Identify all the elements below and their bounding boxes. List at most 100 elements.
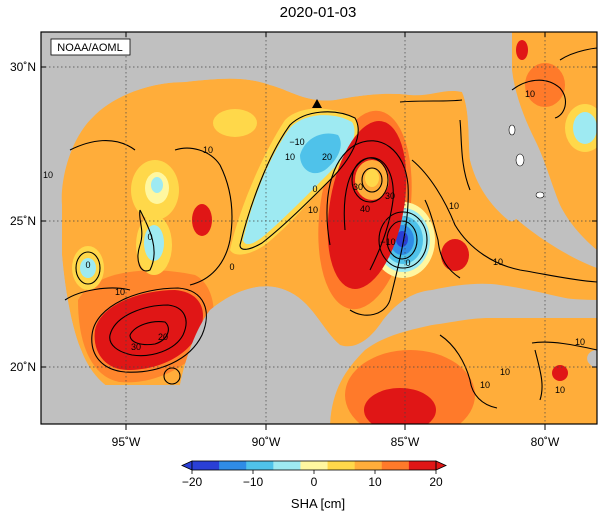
y-tick-label: 20˚N: [10, 360, 36, 374]
colorbar: −20 −10 0 10 20: [181, 460, 447, 489]
x-tick-label: 85˚W: [391, 435, 420, 449]
contour-cyclone: [378, 211, 428, 269]
contour-central: [174, 147, 233, 286]
colorbar-swatch: [246, 461, 274, 470]
map-title: 2020-01-03: [280, 4, 357, 21]
contour-east-10: [411, 159, 597, 283]
contour-label: 0: [147, 232, 152, 242]
atlantic-warm-small: [516, 40, 528, 60]
islands: [508, 124, 545, 199]
x-tick-label: 80˚W: [531, 435, 560, 449]
contour-label: 10: [449, 201, 459, 211]
contour-label: 0: [229, 262, 234, 272]
colorbar-arrow-left: [181, 460, 193, 471]
warm-eddy-west-central: [192, 204, 212, 236]
contour-0-west: [137, 209, 155, 272]
x-tick-label: 90˚W: [252, 435, 281, 449]
loop-eddy-outer: [327, 121, 407, 289]
colorbar-swatch: [192, 461, 220, 470]
warm-eddy-yucatan: [441, 239, 469, 271]
contour-label: 10: [43, 170, 53, 180]
island-bahamas-1: [515, 153, 525, 167]
contour-north-bend: [399, 99, 463, 103]
contour-south-eddy-2: [109, 304, 187, 357]
colorbar-tick-label: 20: [429, 475, 443, 489]
contour-label: 30: [385, 191, 395, 201]
contour-label: 40: [360, 204, 370, 214]
contour-atl-2: [559, 47, 597, 61]
contour-south-eddy-3: [129, 321, 169, 346]
contour-0-tx: [75, 251, 101, 285]
x-tick-label: 95˚W: [112, 435, 141, 449]
warm-eddy-east: [552, 365, 568, 381]
colorbar-swatch: [300, 461, 328, 470]
contour-curve-e: [424, 199, 461, 279]
contour-label: 10: [575, 337, 585, 347]
colorbar-swatch: [273, 461, 301, 470]
contour-label: 20: [158, 332, 168, 342]
contour-loop: [326, 140, 409, 316]
cold-core-north-inner: [300, 133, 341, 174]
contour-label: 0: [405, 258, 410, 268]
contour-label: 10: [525, 89, 535, 99]
contour-atl: [511, 79, 566, 119]
loop-eddy-core: [365, 169, 379, 187]
land-hispaniola: [587, 350, 597, 368]
map-body: 10 10 10 10 10 0 0 0 0 −10 −10 20 30 40 30 10 10 0 10 10 10 2…: [41, 32, 597, 424]
colorbar-swatch: [354, 461, 383, 470]
contour-carib-3: [534, 349, 543, 401]
contour-label: 10: [493, 257, 503, 267]
contour-label: 30: [131, 342, 141, 352]
contour-label: 10: [480, 380, 490, 390]
colorbar-tick-label: −20: [182, 475, 203, 489]
contour-label: 10: [555, 385, 565, 395]
land-cuba: [426, 283, 597, 325]
contour-carib: [439, 334, 498, 409]
contour-label: 20: [322, 152, 332, 162]
cold-blob-sw: [144, 225, 164, 261]
cold-blob-tx: [80, 258, 96, 278]
source-label-background: [50, 38, 131, 56]
land-mexico-west: [41, 32, 82, 424]
source-label: NOAA/AOML: [57, 42, 122, 54]
contour-label: −10: [380, 237, 395, 247]
colorbar-arrow-right: [435, 460, 447, 471]
contour-label: 10: [115, 287, 125, 297]
contour-lines: [64, 47, 597, 409]
colorbar-swatch: [408, 461, 437, 470]
cold-blob-west-inner: [151, 177, 163, 193]
colorbar-label: SHA [cm]: [291, 496, 345, 511]
colorbar-tick-label: 0: [311, 475, 318, 489]
y-axis-ticks: 30˚N 25˚N 20˚N: [10, 60, 597, 374]
contour-loop-3: [351, 157, 389, 203]
contour-west-10b: [64, 287, 131, 301]
contour-loop-2: [343, 157, 394, 271]
island-bahamas-3: [535, 191, 545, 199]
contour-label: 30: [353, 182, 363, 192]
land-yucatan: [41, 286, 340, 424]
land-us-coast: [41, 32, 440, 140]
warm-eddy-south: [94, 290, 203, 370]
contour-cold-north: [239, 111, 359, 250]
y-tick-label: 25˚N: [10, 214, 36, 228]
triangle-marker: [312, 99, 322, 108]
contour-label: 10: [285, 152, 295, 162]
contour-small-w: [163, 367, 181, 385]
contour-label: 0: [85, 260, 90, 270]
contour-labels: 10 10 10 10 10 0 0 0 0 −10 −10 20 30 40 30 10 10 0 10 10 10 2…: [43, 89, 585, 395]
source-label-box: NOAA/AOML: [50, 38, 131, 56]
contour-loop-4: [361, 167, 383, 193]
contour-carib-2: [531, 341, 597, 351]
x-axis-ticks: 95˚W 90˚W 85˚W 80˚W: [112, 32, 560, 449]
zero-blob-shelf: [213, 109, 257, 137]
warm-eddy-caribbean: [364, 388, 436, 424]
contour-south-eddy: [91, 287, 207, 373]
contour-label: −10: [289, 137, 304, 147]
colorbar-tick-label: 10: [368, 475, 382, 489]
contour-label: 10: [500, 367, 510, 377]
contour-west-10: [69, 139, 136, 151]
colorbar-tick-label: −10: [243, 475, 264, 489]
colorbar-swatch: [327, 461, 356, 470]
